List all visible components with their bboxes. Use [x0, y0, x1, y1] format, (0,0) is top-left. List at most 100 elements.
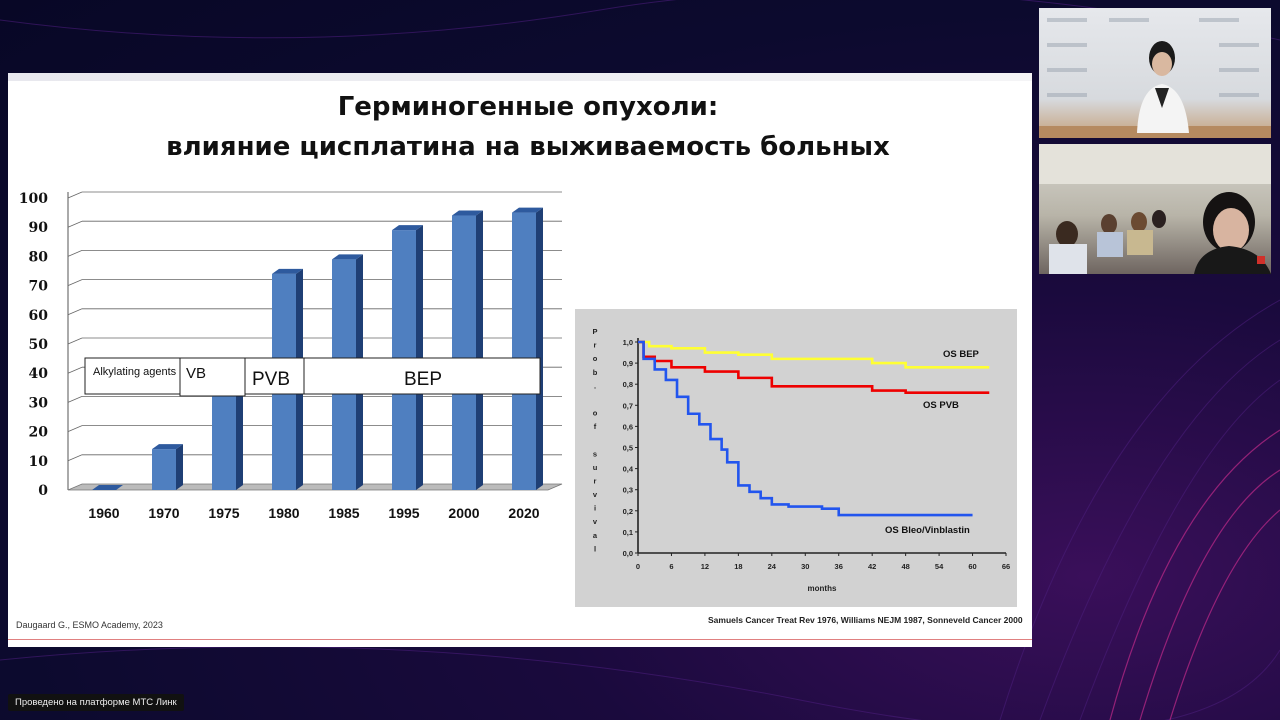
- bar-2020: [512, 207, 543, 490]
- km-y-axis-label-char: a: [593, 531, 598, 540]
- km-x-tick-label: 6: [669, 562, 673, 571]
- bar-top: [332, 254, 363, 260]
- km-y-tick-label: 0,4: [623, 465, 634, 474]
- km-series-label: OS PVB: [923, 400, 959, 411]
- km-y-axis-label-char: i: [594, 504, 596, 513]
- bar-y-tick-label: 20: [29, 425, 49, 441]
- slide-footer-line: [8, 639, 1032, 640]
- km-y-tick-label: 0,3: [623, 486, 633, 495]
- bar-y-tick-label: 0: [38, 483, 48, 499]
- bar-x-tick-label: 2020: [508, 505, 539, 518]
- bar-y-tick-label: 80: [29, 249, 49, 265]
- km-x-tick-label: 42: [868, 562, 876, 571]
- bar-y-tick-label: 70: [29, 279, 49, 295]
- citation-left: Daugaard G., ESMO Academy, 2023: [16, 620, 163, 630]
- bar-y-tick-label: 100: [19, 191, 48, 207]
- platform-label: Проведено на платформе МТС Линк: [8, 694, 184, 711]
- bar-grid-line: [67, 366, 83, 374]
- bar-grid-line: [67, 425, 83, 432]
- bar-y-tick-label: 10: [29, 454, 49, 470]
- survival-curve-panel: 0,0 0,1 0,2 0,3 0,4 0,5 0,6 0,7 0,8 0,9 1,0 0 6 12 18 2…: [575, 309, 1017, 607]
- bar-x-tick-label: 1985: [328, 505, 359, 518]
- km-x-axis-label: months: [808, 584, 837, 593]
- regimen-label-pvb: PVB: [252, 369, 290, 390]
- km-y-tick-label: 0,1: [623, 528, 633, 537]
- km-x-tick-label: 54: [935, 562, 944, 571]
- bar-grid-line: [67, 250, 83, 257]
- bar-y-tick-label: 50: [29, 337, 49, 353]
- km-x-tick-label: 12: [701, 562, 709, 571]
- regimen-label-alkylating: Alkylating agents: [93, 366, 177, 378]
- bar-x-tick-label: 2000: [448, 505, 479, 518]
- bar-grid-line: [67, 337, 83, 345]
- km-y-axis-label-char: s: [593, 449, 597, 458]
- slide-title-line2: влияние цисплатина на выживаемость больн…: [166, 132, 890, 162]
- bar-front: [152, 449, 176, 490]
- regimen-box-pvb: [244, 357, 305, 395]
- bar-top: [92, 485, 123, 490]
- km-y-axis-label-char: .: [594, 381, 596, 390]
- slide-title-line1: Герминогенные опухоли:: [337, 92, 719, 122]
- bar-side: [176, 444, 183, 490]
- bar-grid-line: [67, 279, 83, 286]
- regimen-box-bep: [303, 357, 541, 395]
- km-y-axis-label-char: l: [594, 544, 596, 553]
- survival-bar-chart: 0 10 20 30 40 50 60 70 80 90 100 1960 1970 1975 1980 1…: [19, 191, 563, 518]
- regimen-label-bep: BEP: [404, 369, 442, 390]
- bar-1970: [152, 444, 183, 490]
- bar-x-tick-label: 1975: [208, 505, 239, 518]
- bar-x-tick-label: 1980: [268, 505, 299, 518]
- bar-x-tick-label: 1970: [148, 505, 179, 518]
- bar-front: [452, 215, 476, 490]
- km-y-axis-label-char: f: [594, 422, 597, 431]
- bar-top: [152, 444, 183, 450]
- km-y-axis-label-char: r: [594, 341, 597, 350]
- km-y-axis-label-char: P: [592, 327, 597, 336]
- km-series-label: OS BEP: [943, 349, 980, 360]
- km-x-tick-label: 60: [968, 562, 976, 571]
- km-y-axis-label-char: o: [593, 354, 598, 363]
- km-x-tick-label: 36: [835, 562, 843, 571]
- survival-curve-chart: 0,0 0,1 0,2 0,3 0,4 0,5 0,6 0,7 0,8 0,9 1,0 0 6 12 18 2…: [592, 327, 1010, 593]
- bar-1975: [212, 382, 243, 490]
- km-y-tick-label: 0,9: [623, 359, 633, 368]
- bar-y-tick-label: 40: [29, 366, 49, 382]
- km-y-axis-label-char: o: [593, 409, 598, 418]
- km-series-label: OS Bleo/Vinblastin: [885, 525, 970, 536]
- speaker-video-frame: [1039, 18, 1271, 138]
- km-series-line: [638, 340, 990, 369]
- slide-title: Герминогенные опухоли: влияние цисплатин…: [8, 87, 1048, 167]
- bar-y-tick-label: 90: [29, 220, 49, 236]
- bar-top: [512, 207, 543, 213]
- km-x-tick-label: 18: [734, 562, 742, 571]
- bar-top: [272, 268, 303, 274]
- km-x-tick-label: 66: [1002, 562, 1010, 571]
- km-x-tick-label: 0: [636, 562, 640, 571]
- audience-video-frame: [1039, 144, 1271, 274]
- km-y-tick-label: 0,5: [623, 444, 633, 453]
- bar-x-tick-label: 1995: [388, 505, 419, 518]
- presentation-slide: Герминогенные опухоли: влияние цисплатин…: [8, 73, 1032, 647]
- km-y-axis-label-char: u: [593, 463, 598, 472]
- bar-top: [452, 210, 483, 216]
- km-y-axis-label-char: v: [593, 490, 598, 499]
- bar-x-tick-label: 1960: [88, 505, 119, 518]
- participant-video-speaker[interactable]: [1039, 8, 1271, 138]
- bar-y-tick-label: 60: [29, 308, 49, 324]
- bar-grid-line: [67, 308, 83, 316]
- bar-side: [476, 210, 483, 490]
- km-y-tick-label: 0,8: [623, 380, 633, 389]
- participant-video-audience[interactable]: [1039, 144, 1271, 274]
- bar-grid-line: [67, 191, 83, 199]
- bar-front: [212, 387, 236, 490]
- km-series-line: [638, 340, 973, 517]
- bar-front: [512, 212, 536, 490]
- bar-grid-line: [67, 454, 83, 462]
- bar-top: [392, 225, 423, 231]
- bar-side: [236, 382, 243, 490]
- km-y-tick-label: 1,0: [623, 338, 633, 347]
- km-x-tick-label: 48: [901, 562, 909, 571]
- bar-2000: [452, 210, 483, 490]
- km-y-tick-label: 0,6: [623, 422, 633, 431]
